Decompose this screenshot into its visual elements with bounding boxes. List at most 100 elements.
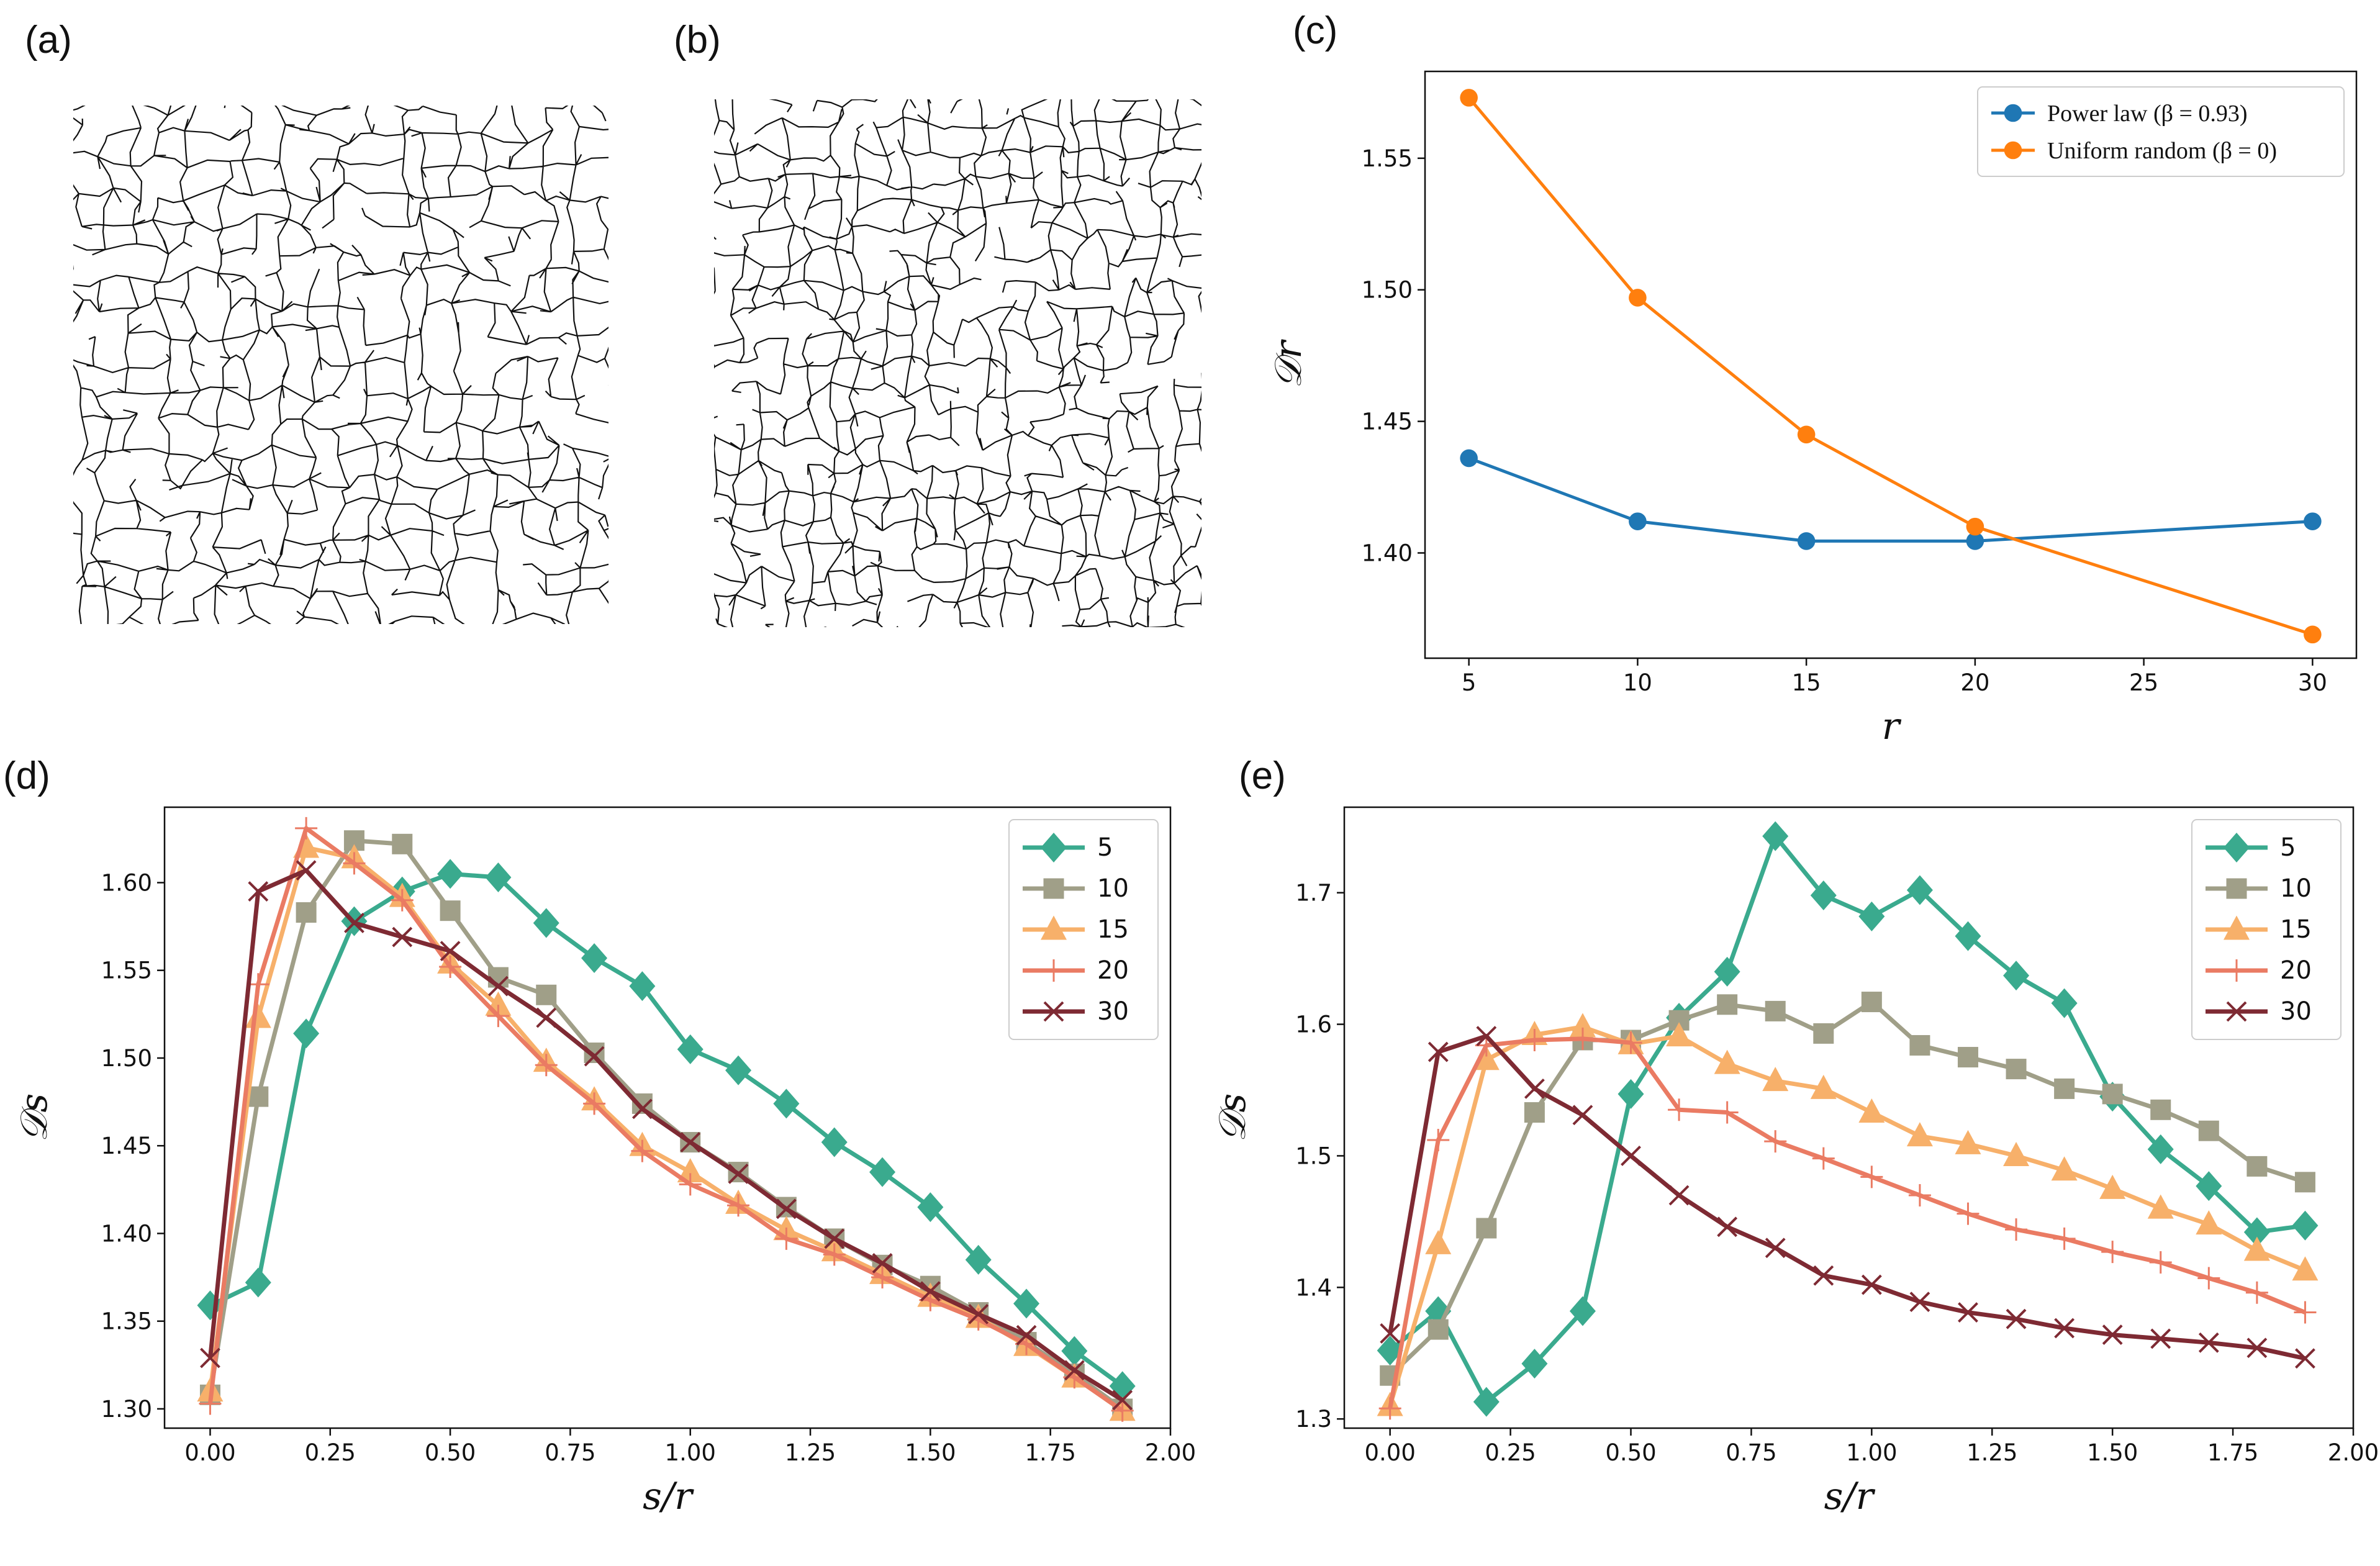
data-point: [2243, 1217, 2270, 1247]
data-point: [2292, 1210, 2319, 1241]
legend: Power law (β = 0.93) Uniform random (β = …: [1977, 86, 2345, 177]
legend-entry: 15: [1097, 915, 1129, 944]
legend-marker: [2004, 104, 2022, 122]
data-point: [2054, 1078, 2075, 1099]
legend-entry: 20: [1097, 956, 1129, 985]
data-point: [1524, 1078, 1545, 1099]
data-point: [680, 1132, 701, 1152]
panel-label-c: (c): [1293, 9, 1337, 52]
data-point: [1571, 1027, 1594, 1050]
panel-label-e: (e): [1239, 754, 1286, 797]
y-tick-label: 1.45: [1362, 409, 1413, 435]
series-10: [1380, 992, 2315, 1386]
data-point: [1619, 1031, 1642, 1054]
data-point: [1111, 1399, 1134, 1422]
data-point: [631, 1098, 653, 1120]
data-point: [823, 1243, 846, 1266]
x-tick-label: 1.25: [785, 1439, 836, 1466]
chart-e: 0.00 0.25 0.50 0.75 1.00 1.25 1.50 1.75 2.001.31…: [1211, 806, 2379, 1518]
x-tick-label: 25: [2129, 669, 2158, 696]
data-point: [2196, 1210, 2222, 1235]
legend-marker: [1043, 959, 1065, 982]
data-point: [1427, 1129, 1450, 1152]
data-point: [2003, 1141, 2030, 1166]
data-point: [629, 971, 656, 1002]
legend-entry: Uniform random (β = 0): [2047, 138, 2277, 164]
data-point: [871, 1266, 894, 1289]
data-point: [1813, 1265, 1834, 1286]
series-line: [1467, 96, 2314, 636]
series-Power law (β = 0.93): [1460, 449, 2322, 550]
data-point: [1524, 1102, 1545, 1123]
y-tick-label: 1.7: [1295, 880, 1332, 907]
legend-entry: 20: [2280, 956, 2312, 985]
data-point: [296, 860, 317, 881]
data-point: [1523, 1029, 1546, 1051]
data-point: [965, 1244, 992, 1275]
y-tick-label: 1.5: [1295, 1143, 1332, 1169]
y-tick-label: 1.55: [1362, 145, 1413, 172]
data-point: [1378, 1397, 1401, 1420]
data-point: [2247, 1156, 2268, 1177]
series-Uniform random (β = 0): [1460, 89, 2322, 644]
data-point: [2198, 1120, 2219, 1141]
series-line: [208, 868, 1124, 1402]
data-point: [1716, 1101, 1739, 1124]
road-network-image-b: [714, 99, 1201, 627]
legend-entry: Power law (β = 0.93): [2047, 101, 2248, 127]
data-point: [1618, 1079, 1644, 1109]
data-point: [1765, 1000, 1786, 1021]
y-tick-label: 1.30: [101, 1396, 152, 1423]
data-point: [872, 1253, 893, 1274]
data-point: [2304, 512, 2322, 530]
data-point: [293, 1018, 320, 1049]
series-line: [1388, 1025, 2306, 1406]
legend: 5 10 15 20 30: [2191, 819, 2342, 1040]
legend-entry: 10: [2280, 874, 2312, 903]
series-line: [1388, 1034, 2306, 1361]
data-point: [296, 902, 317, 923]
legend-entry: 5: [2280, 833, 2296, 862]
x-tick-label: 1.50: [2087, 1439, 2138, 1466]
x-tick-label: 0.50: [425, 1439, 476, 1466]
data-point: [968, 1303, 989, 1324]
data-point: [869, 1157, 896, 1187]
series-line: [1388, 1000, 2306, 1377]
data-point: [1425, 1229, 1452, 1254]
data-point: [2003, 961, 2030, 991]
data-point: [727, 1194, 750, 1217]
data-point: [2147, 1134, 2174, 1164]
data-point: [725, 1055, 752, 1085]
x-tick-label: 0.00: [184, 1439, 235, 1466]
y-tick-label: 1.40: [1362, 540, 1413, 566]
data-point: [1858, 901, 1885, 931]
data-point: [1460, 449, 1478, 468]
data-point: [824, 1228, 845, 1249]
chart-c: 5 10 15 20 25 30 1.40 1.45 1.50 1.55 r 𝒟r Power law …: [1267, 70, 2358, 748]
data-point: [2247, 1337, 2268, 1359]
data-point: [1666, 1022, 1693, 1047]
data-point: [1377, 1336, 1403, 1365]
legend-marker: [1043, 1001, 1064, 1022]
data-point: [2051, 1156, 2078, 1181]
x-tick-label: 0.25: [305, 1439, 356, 1466]
data-point: [1061, 1336, 1088, 1366]
data-point: [2005, 1218, 2028, 1241]
data-point: [583, 1092, 606, 1115]
data-point: [1957, 1047, 1978, 1068]
data-point: [535, 1054, 558, 1077]
data-point: [1906, 875, 1933, 905]
data-point: [581, 943, 608, 973]
data-point: [1521, 1349, 1548, 1379]
data-point: [776, 1198, 797, 1220]
y-tick-label: 1.3: [1295, 1406, 1332, 1432]
data-point: [2197, 1267, 2220, 1290]
y-tick-label: 1.4: [1295, 1274, 1332, 1301]
data-point: [2245, 1281, 2268, 1304]
y-tick-label: 1.6: [1295, 1012, 1332, 1038]
data-point: [2196, 1171, 2222, 1202]
x-tick-label: 1.00: [1846, 1439, 1897, 1466]
series-5: [1377, 821, 2319, 1417]
data-point: [1629, 289, 1647, 307]
